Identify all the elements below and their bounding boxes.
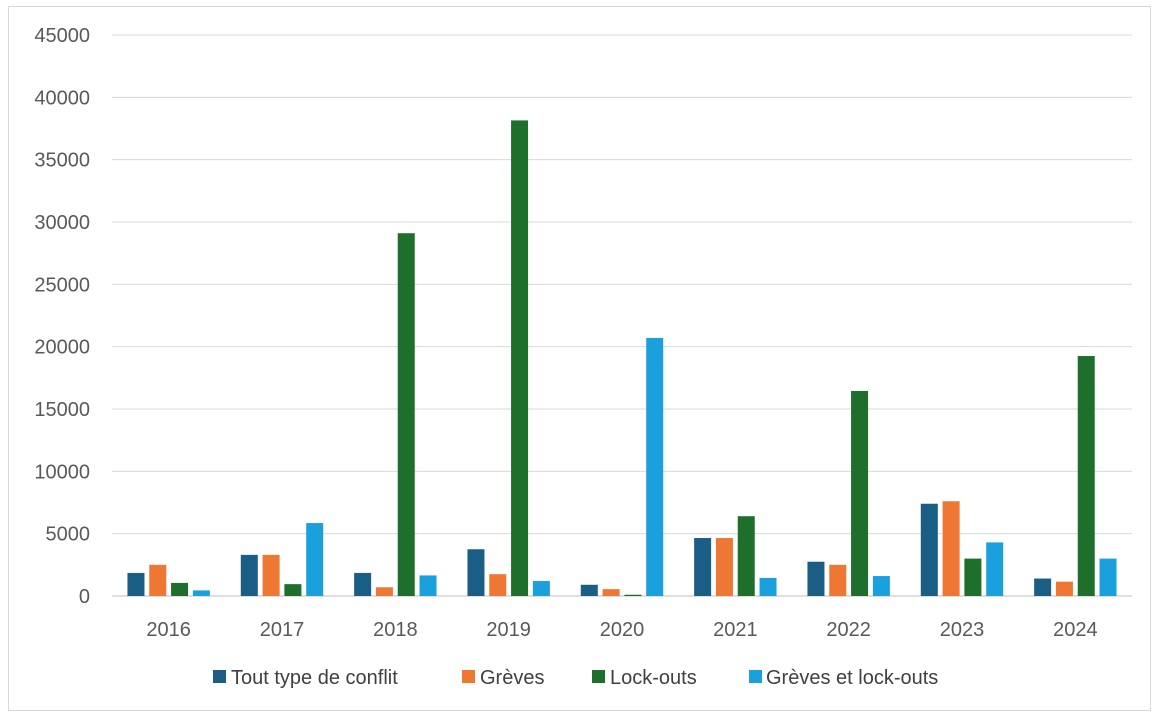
y-axis: 0 5000 10000 15000 20000 25000 30000 35000 40000…	[34, 25, 90, 608]
legend-label: Grèves	[480, 667, 544, 689]
bar	[872, 576, 890, 596]
bar	[397, 233, 415, 596]
y-tick-label: 40000	[34, 87, 90, 109]
bar	[580, 584, 598, 596]
bar	[715, 538, 733, 596]
bar	[489, 574, 507, 596]
bar	[737, 516, 755, 596]
bar	[149, 564, 167, 596]
bars	[127, 120, 1117, 596]
x-tick-label: 2023	[940, 619, 985, 641]
x-tick-label: 2019	[486, 619, 531, 641]
bar	[694, 538, 712, 596]
bar	[375, 587, 393, 596]
bar	[964, 558, 982, 596]
y-tick-label: 5000	[46, 524, 91, 546]
y-tick-label: 30000	[34, 212, 90, 234]
legend-swatch	[213, 670, 226, 683]
bar	[851, 390, 869, 596]
bar	[262, 554, 280, 596]
x-axis: 2016 2017 2018 2019 2020 2021 2022 2023 2024	[146, 619, 1097, 641]
x-tick-label: 2020	[600, 619, 645, 641]
bar	[511, 120, 529, 596]
bar	[127, 572, 145, 596]
bar	[759, 577, 777, 596]
bar	[986, 542, 1004, 596]
bar	[624, 594, 642, 596]
y-tick-label: 45000	[34, 25, 90, 47]
bar	[306, 523, 324, 596]
legend-label: Grèves et lock-outs	[766, 667, 938, 689]
legend-label: Lock-outs	[610, 667, 697, 689]
x-tick-label: 2022	[826, 619, 871, 641]
bar	[942, 501, 960, 596]
bar	[1034, 578, 1052, 596]
x-tick-label: 2024	[1053, 619, 1098, 641]
bar	[419, 575, 437, 596]
bar	[467, 549, 485, 596]
legend-label: Tout type de conflit	[231, 667, 398, 689]
bar	[240, 554, 258, 596]
y-tick-label: 25000	[34, 274, 90, 296]
bar	[1055, 581, 1073, 596]
bar	[532, 581, 550, 596]
x-tick-label: 2016	[146, 619, 191, 641]
bar	[1077, 356, 1095, 596]
legend-swatch	[749, 670, 762, 683]
bar	[171, 582, 189, 596]
bar	[602, 589, 620, 596]
y-tick-label: 35000	[34, 150, 90, 172]
y-tick-label: 15000	[34, 399, 90, 421]
bar	[646, 337, 664, 596]
bar	[192, 590, 210, 596]
bar	[354, 572, 372, 596]
legend: Tout type de conflit Grèves Lock-outs Grève…	[213, 667, 938, 689]
gridlines	[112, 34, 1132, 597]
x-tick-label: 2021	[713, 619, 758, 641]
bar	[807, 561, 825, 596]
x-tick-label: 2017	[260, 619, 305, 641]
x-tick-label: 2018	[373, 619, 418, 641]
y-tick-label: 10000	[34, 461, 90, 483]
legend-swatch	[462, 670, 475, 683]
y-tick-label: 20000	[34, 337, 90, 359]
legend-swatch	[592, 670, 605, 683]
bar	[920, 503, 938, 596]
bar	[829, 564, 847, 596]
bar	[284, 584, 302, 596]
y-tick-label: 0	[79, 586, 90, 608]
bar	[1099, 558, 1117, 596]
